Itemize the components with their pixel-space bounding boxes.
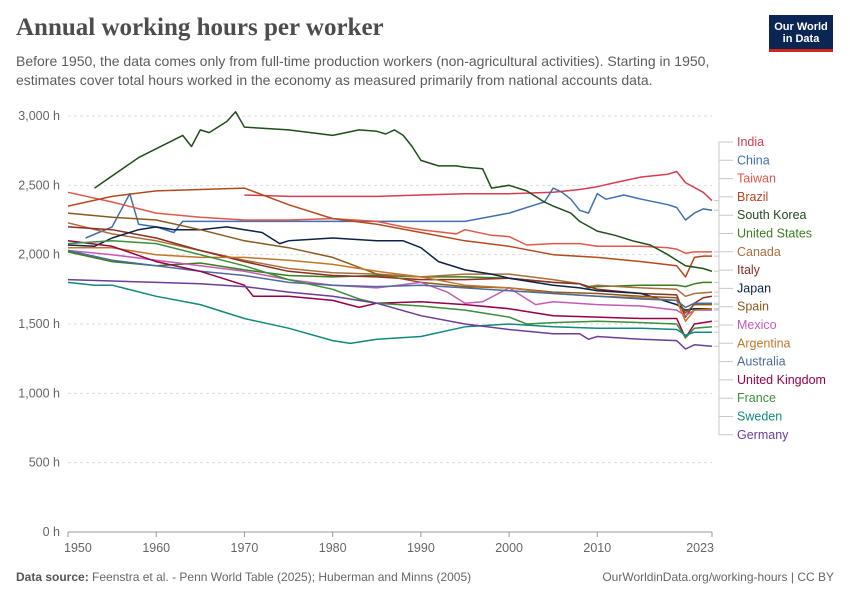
y-tick-label: 1,000 h bbox=[18, 386, 60, 400]
legend-connector-sweden bbox=[714, 331, 733, 417]
footer-url[interactable]: OurWorldinData.org/working-hours | CC BY bbox=[602, 570, 834, 584]
series-line-south-korea bbox=[94, 111, 713, 273]
gridlines bbox=[68, 115, 712, 533]
logo-line-2: in Data bbox=[782, 33, 820, 45]
legend-connector-china bbox=[714, 159, 733, 211]
series-line-france bbox=[67, 240, 713, 339]
x-tick-label: 1970 bbox=[231, 541, 259, 555]
y-axis-ticks: 0 h 500 h 1,000 h 1,500 h 2,000 h 2,500 h 3,00… bbox=[18, 109, 60, 539]
legend-connector-india bbox=[714, 141, 733, 202]
x-tick-label: 2000 bbox=[495, 541, 523, 555]
series-lines bbox=[67, 111, 713, 350]
legend-label-spain: Spain bbox=[737, 300, 769, 314]
series-line-argentina bbox=[68, 246, 713, 322]
x-tick-label: 1990 bbox=[407, 541, 435, 555]
legend-label-sweden: Sweden bbox=[737, 410, 782, 424]
legend-connector-argentina bbox=[714, 308, 733, 344]
legend-connector-south-korea bbox=[714, 214, 733, 272]
source-label: Data source: bbox=[16, 570, 89, 584]
series-line-brazil bbox=[67, 187, 712, 278]
y-tick-label: 3,000 h bbox=[18, 109, 60, 123]
legend-label-brazil: Brazil bbox=[737, 190, 768, 204]
owid-logo[interactable]: Our World in Data bbox=[769, 15, 833, 52]
legend-connector-france bbox=[714, 326, 733, 399]
y-tick-label: 500 h bbox=[29, 456, 60, 470]
legend-label-taiwan: Taiwan bbox=[737, 172, 776, 186]
legend-connector-united-kingdom bbox=[714, 320, 733, 381]
footer-source: Data source: Feenstra et al. - Penn Worl… bbox=[16, 570, 471, 584]
legend-label-mexico: Mexico bbox=[737, 318, 777, 332]
x-axis-ticks: 1950 1960 1970 1980 1990 2000 2010 2023 bbox=[64, 532, 714, 555]
legend: India China Taiwan Brazil South Korea United … bbox=[714, 135, 826, 442]
x-tick-label: 1950 bbox=[64, 541, 92, 555]
y-tick-label: 1,500 h bbox=[18, 317, 60, 331]
legend-label-south-korea: South Korea bbox=[737, 208, 807, 222]
logo-line-1: Our World bbox=[774, 21, 828, 33]
series-line-sweden bbox=[67, 281, 712, 345]
series-line-italy bbox=[67, 226, 713, 318]
series-line-mexico bbox=[67, 249, 712, 317]
legend-label-united-states: United States bbox=[737, 227, 812, 241]
legend-connector-italy bbox=[714, 269, 733, 297]
y-tick-label: 2,500 h bbox=[18, 178, 60, 192]
series-line-taiwan bbox=[67, 191, 712, 255]
x-tick-label: 2023 bbox=[686, 541, 714, 555]
chart-subtitle: Before 1950, the data comes only from fu… bbox=[16, 53, 710, 88]
series-line-japan bbox=[67, 226, 712, 311]
y-tick-label: 2,000 h bbox=[18, 248, 60, 262]
legend-connector-spain bbox=[714, 304, 733, 308]
legend-label-china: China bbox=[737, 153, 770, 167]
legend-label-germany: Germany bbox=[737, 428, 789, 442]
legend-connector-brazil bbox=[714, 196, 733, 257]
x-tick-label: 1980 bbox=[319, 541, 347, 555]
legend-connector-mexico bbox=[714, 309, 733, 326]
y-tick-label: 0 h bbox=[43, 525, 60, 539]
legend-label-united-kingdom: United Kingdom bbox=[737, 373, 826, 387]
series-line-united-kingdom bbox=[67, 240, 713, 339]
legend-label-france: France bbox=[737, 391, 776, 405]
x-tick-label: 1960 bbox=[142, 541, 170, 555]
legend-label-india: India bbox=[737, 135, 764, 149]
legend-label-japan: Japan bbox=[737, 281, 771, 295]
source-text[interactable]: Feenstra et al. - Penn World Table (2025… bbox=[92, 570, 472, 584]
legend-connector-germany bbox=[714, 345, 733, 436]
series-line-spain bbox=[67, 212, 712, 314]
series-line-germany bbox=[67, 278, 713, 350]
legend-connector-united-states bbox=[714, 233, 733, 283]
x-tick-label: 2010 bbox=[583, 541, 611, 555]
legend-label-australia: Australia bbox=[737, 355, 786, 369]
series-line-india bbox=[244, 170, 713, 202]
legend-connector-canada bbox=[714, 251, 733, 293]
chart-title: Annual working hours per worker bbox=[16, 14, 384, 41]
legend-label-italy: Italy bbox=[737, 263, 761, 277]
legend-label-argentina: Argentina bbox=[737, 336, 791, 350]
legend-label-canada: Canada bbox=[737, 245, 781, 259]
series-line-china bbox=[85, 187, 713, 239]
legend-connector-japan bbox=[714, 287, 733, 310]
